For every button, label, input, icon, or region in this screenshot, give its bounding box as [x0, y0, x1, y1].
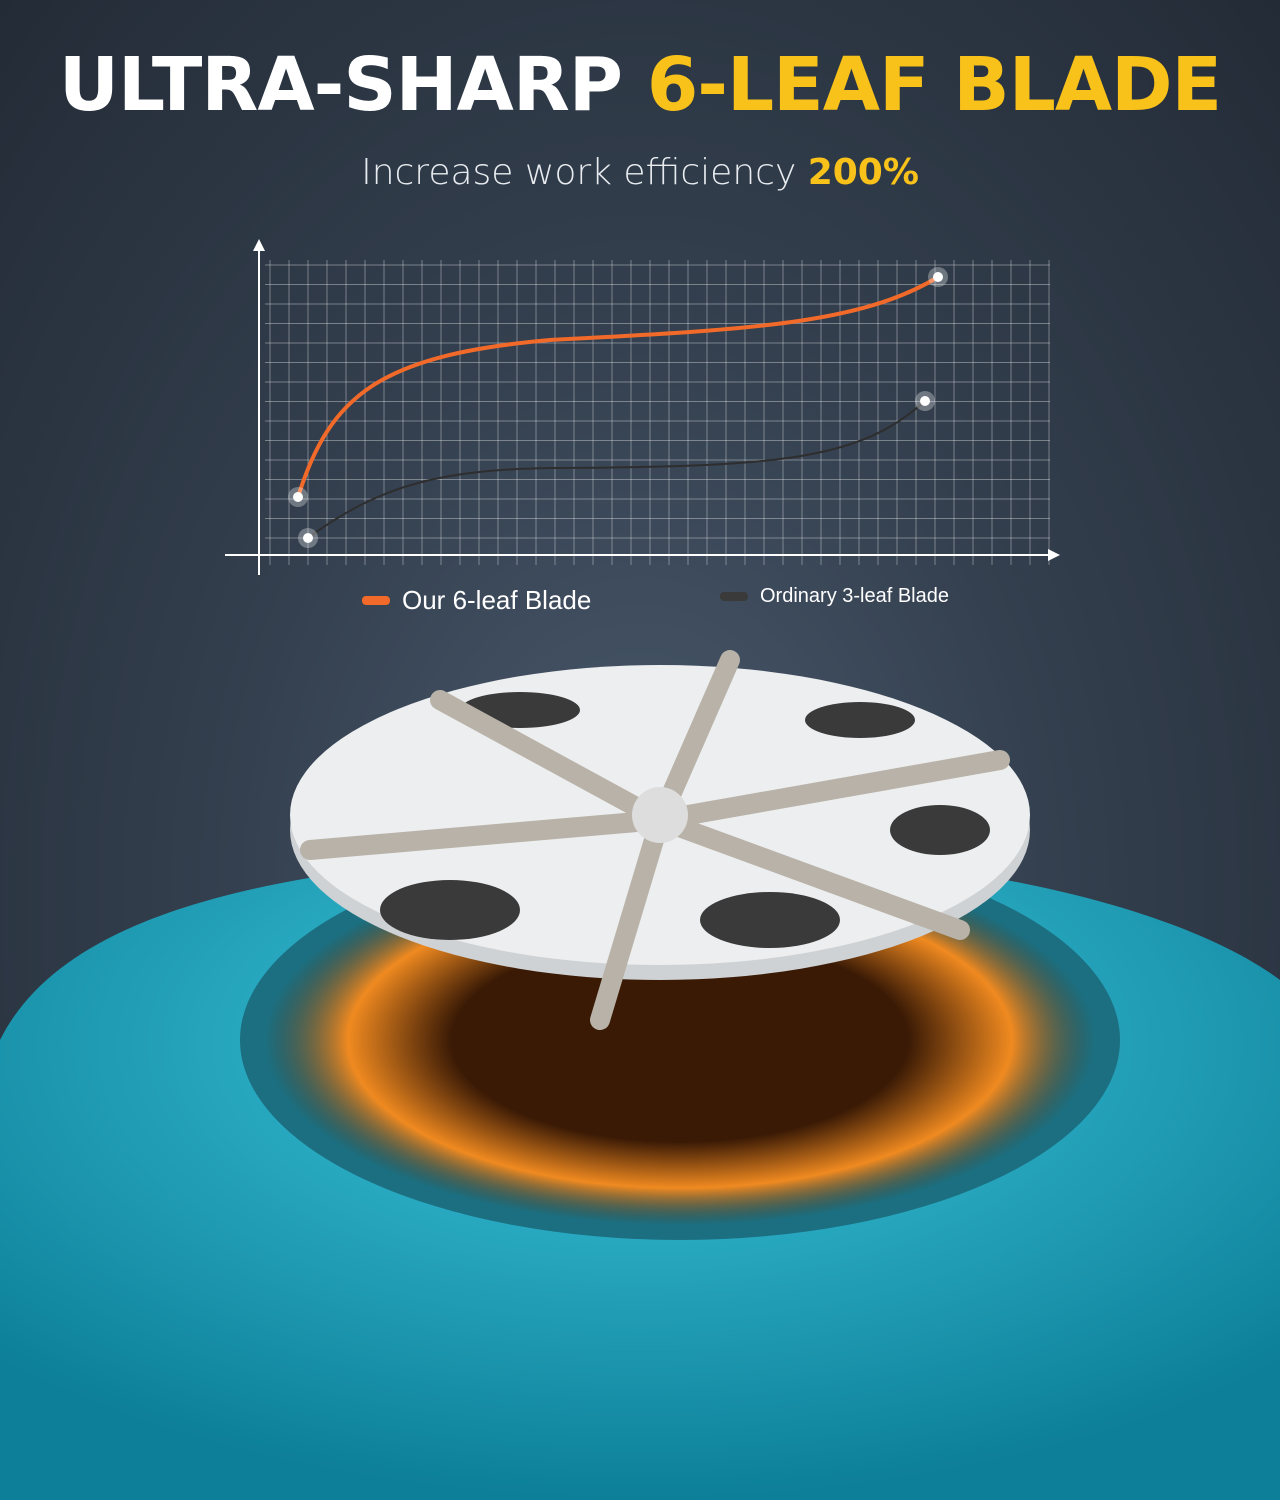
x-axis-arrow [1048, 549, 1060, 561]
disc-holes [380, 692, 990, 948]
subtitle-text: Increase work efficiency [361, 152, 808, 193]
headline: ULTRA-SHARP 6-LEAF BLADE [0, 42, 1280, 128]
legend-item-6-leaf: Our 6-leaf Blade [362, 585, 591, 616]
subtitle-highlight: 200% [807, 152, 919, 193]
headline-white: ULTRA-SHARP [58, 42, 647, 128]
data-points [288, 267, 948, 548]
legend-swatch [362, 596, 390, 605]
point [933, 272, 943, 282]
efficiency-chart [225, 239, 1060, 575]
point [293, 492, 303, 502]
center-hub [632, 787, 688, 843]
legend-item-3-leaf: Ordinary 3-leaf Blade [720, 585, 949, 608]
y-axis-arrow [253, 239, 265, 251]
headline-highlight: 6-LEAF BLADE [646, 42, 1222, 128]
series-line-3-leaf [307, 400, 926, 539]
series-line-6-leaf [296, 275, 940, 498]
point [303, 533, 313, 543]
blade-product-image [0, 650, 1280, 1500]
subtitle: Increase work efficiency 200% [0, 152, 1280, 193]
legend-label: Our 6-leaf Blade [402, 585, 592, 615]
legend-swatch [720, 592, 748, 601]
chart-grid [265, 260, 1050, 565]
point [920, 396, 930, 406]
legend-label: Ordinary 3-leaf Blade [760, 585, 949, 607]
